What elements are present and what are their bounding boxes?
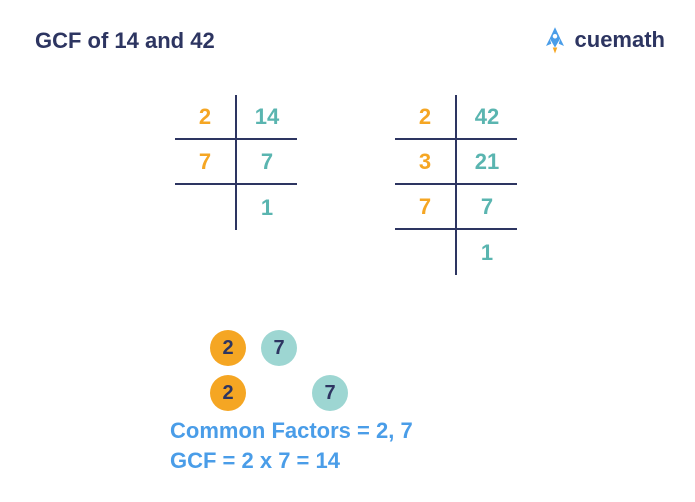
dividend-cell: 1 <box>235 185 297 230</box>
factor-circle: 2 <box>210 375 246 411</box>
divisor-cell: 3 <box>395 140 455 185</box>
rocket-icon <box>540 25 570 55</box>
common-factors-text: Common Factors = 2, 7 <box>170 418 413 444</box>
factor-circle: 2 <box>210 330 246 366</box>
dividend-cell: 21 <box>455 140 517 185</box>
dividend-cell: 14 <box>235 95 297 140</box>
dividend-cell: 7 <box>235 140 297 185</box>
logo: cuemath <box>540 25 665 55</box>
factor-circle: 7 <box>261 330 297 366</box>
page-title: GCF of 14 and 42 <box>35 28 215 54</box>
divisor-cell: 2 <box>175 95 235 140</box>
factor-circles-row-2: 27 <box>210 375 348 411</box>
dividend-cell: 1 <box>455 230 517 275</box>
divisor-cell: 7 <box>175 140 235 185</box>
dividend-cell: 42 <box>455 95 517 140</box>
factor-table-1: 214771 <box>175 95 297 230</box>
factor-circle <box>261 375 297 411</box>
factor-table-2: 242321771 <box>395 95 517 275</box>
logo-text: cuemath <box>575 27 665 53</box>
gcf-result-text: GCF = 2 x 7 = 14 <box>170 448 340 474</box>
divisor-cell <box>395 230 455 275</box>
factor-circles-row-1: 27 <box>210 330 297 366</box>
factor-circle: 7 <box>312 375 348 411</box>
dividend-cell: 7 <box>455 185 517 230</box>
divisor-cell <box>175 185 235 230</box>
divisor-cell: 2 <box>395 95 455 140</box>
divisor-cell: 7 <box>395 185 455 230</box>
